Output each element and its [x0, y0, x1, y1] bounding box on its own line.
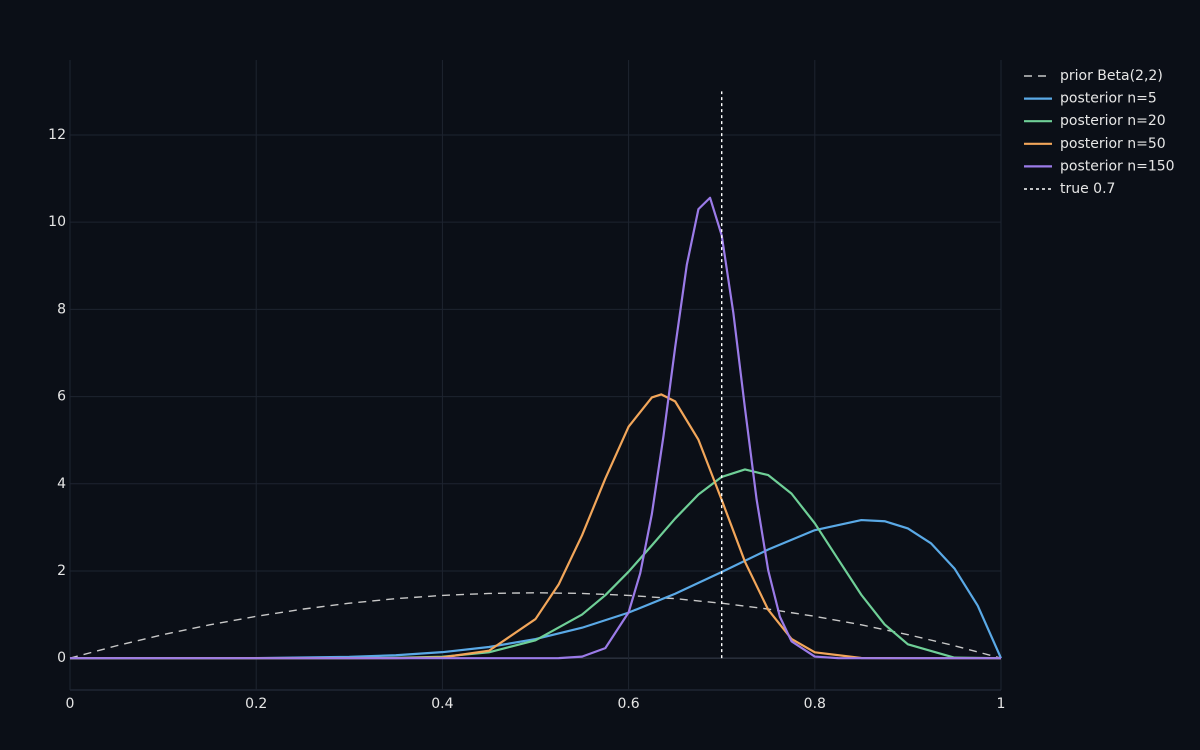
legend-label: true 0.7 — [1060, 181, 1115, 197]
x-tick-label: 0.4 — [431, 696, 453, 712]
legend-label: posterior n=150 — [1060, 158, 1175, 174]
series-line — [69, 518, 1003, 660]
x-tick-label: 0.8 — [804, 696, 826, 712]
series-line — [70, 196, 1001, 660]
series-line — [69, 592, 1002, 659]
x-tick-label: 0 — [66, 696, 75, 712]
legend-label: posterior n=5 — [1060, 91, 1157, 107]
legend-label: posterior n=50 — [1060, 136, 1166, 152]
y-tick-label: 10 — [48, 214, 66, 230]
x-tick-label: 1 — [997, 696, 1006, 712]
y-tick-label: 4 — [57, 476, 66, 492]
legend-label: posterior n=20 — [1060, 113, 1166, 129]
y-tick-label: 0 — [57, 650, 66, 666]
legend-label: prior Beta(2,2) — [1060, 68, 1163, 84]
y-tick-label: 8 — [57, 301, 66, 317]
y-tick-label: 12 — [48, 127, 66, 143]
x-tick-label: 0.6 — [617, 696, 639, 712]
series-line — [69, 393, 1001, 660]
y-tick-label: 6 — [57, 389, 66, 405]
x-tick-label: 0.2 — [245, 696, 267, 712]
y-tick-label: 2 — [57, 563, 66, 579]
